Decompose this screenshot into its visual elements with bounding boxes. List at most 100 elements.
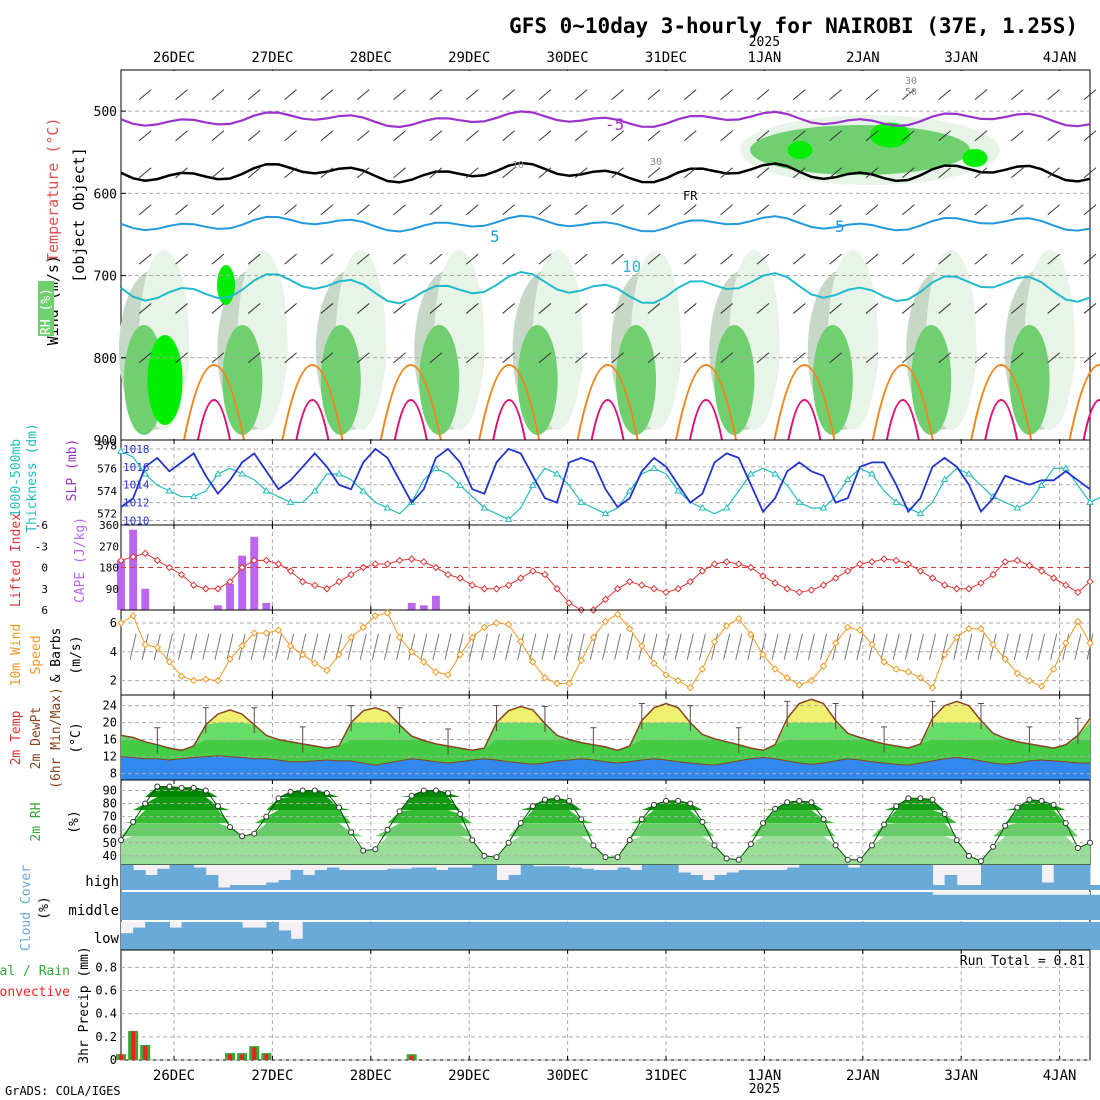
li-marker (359, 563, 367, 572)
cloud-bar-middle (726, 892, 740, 920)
rh-shade-70 (222, 325, 263, 435)
wind-barb (165, 633, 173, 660)
wind-barb (829, 89, 842, 101)
rh-marker (990, 843, 997, 850)
wind-speed-marker (904, 668, 913, 676)
li-tick-label: -3 (35, 540, 48, 553)
wind-barb (465, 204, 479, 216)
x-date-label-bottom: 30DEC (547, 1068, 589, 1084)
rh-marker (336, 804, 343, 811)
isotherm-line (120, 161, 1091, 184)
rh-shade-70 (750, 125, 970, 175)
thickness-marker (214, 470, 222, 477)
rh-marker (796, 797, 803, 804)
wind-barb (647, 253, 661, 265)
wind-barb (974, 130, 988, 142)
wind-barb (865, 89, 879, 101)
cloud-bar-middle (460, 892, 473, 920)
wind-barb (393, 253, 406, 265)
wind-speed-marker (262, 629, 271, 637)
wind-barb (247, 352, 261, 364)
wind-barb (974, 253, 988, 265)
cloud-bar-low (920, 922, 934, 950)
cloud-bar-middle (678, 892, 691, 920)
cape-panel: 90 180 270 360 -6 -3 0 3 6 (35, 519, 1094, 617)
slp-tick-label: 1018 (123, 443, 150, 456)
cloud-bar-low (1005, 922, 1018, 950)
cloud-bar-low (157, 922, 170, 950)
precip-label-total: Total / Rain (0, 964, 70, 979)
wind-barb (1083, 253, 1097, 265)
li-marker (953, 585, 961, 593)
cloud-bar-high (920, 865, 934, 890)
cloud-bar-low (690, 922, 703, 950)
cloud-bar-middle (871, 892, 885, 920)
cloud-bar-low (944, 922, 958, 950)
thickness-marker (577, 498, 586, 505)
wind-speed-marker (286, 642, 295, 650)
cloud-bar-low (484, 922, 497, 950)
wind-barb (1083, 352, 1097, 364)
precip-tick-label: 0.8 (95, 960, 117, 974)
x-date-label-top: 2JAN (846, 50, 880, 66)
wind-barb (262, 633, 270, 660)
precip-convective-bar (240, 1054, 245, 1060)
wind-barb (1074, 633, 1082, 660)
cloud-bar-high (884, 865, 897, 890)
rh-marker (941, 811, 948, 817)
precip-tick-label: 0 (110, 1053, 117, 1067)
cloud-bar-high (496, 880, 510, 890)
thickness-label-1: 1000-500mb (9, 439, 24, 517)
cloud-bar-high (871, 865, 885, 890)
cloud-bar-high (1017, 865, 1030, 890)
rh-marker (650, 801, 657, 808)
rh-marker (202, 787, 209, 794)
cloud-bar-middle (896, 892, 909, 920)
wind-barb (502, 352, 515, 364)
wind-barb (393, 130, 406, 142)
wind-barb (901, 130, 915, 142)
wind-barb (480, 633, 488, 660)
cloud-bar-middle (217, 892, 231, 920)
cape-bar (213, 605, 222, 610)
cloud-bar-middle (762, 892, 776, 920)
cloud-bar-middle (884, 892, 897, 920)
li-marker (626, 577, 634, 586)
li-marker (444, 570, 452, 579)
cloud-bar-low (423, 922, 437, 950)
wind-speed-marker (371, 612, 380, 620)
li-marker (541, 570, 549, 579)
cloud-bar-middle (569, 892, 582, 920)
pressure-tick-label: 700 (94, 270, 117, 285)
wind-speed-marker (747, 630, 755, 639)
cloud-bar-high (411, 867, 425, 890)
cloud-bar-low (217, 922, 231, 950)
cloud-bar-middle (254, 892, 267, 920)
thickness-marker (674, 487, 683, 494)
thickness-marker (238, 470, 247, 477)
cloud-bar-high (581, 868, 594, 890)
wind-tick-label: 6 (110, 616, 117, 630)
cloud-bar-high (666, 865, 679, 890)
wind-barb (938, 167, 951, 179)
wind-barb (1083, 130, 1097, 142)
wind-speed-marker (117, 619, 125, 627)
cloud-bar-low (1065, 922, 1079, 950)
cloud-bar-middle (702, 892, 716, 920)
precip-convective-bar (143, 1046, 148, 1060)
rh-marker (420, 787, 427, 794)
slp-tick-label: 1010 (123, 515, 150, 528)
wind-barb (175, 130, 188, 142)
li-marker (710, 560, 719, 568)
cloud-bar-middle (738, 892, 752, 920)
isotherm-20-lobe (295, 399, 330, 441)
rh-shade-70 (320, 325, 361, 435)
wind-barb (138, 167, 152, 179)
rh-marker (372, 846, 379, 853)
wind-barb (538, 303, 552, 314)
cloud-bar-high (254, 885, 267, 890)
li-marker (432, 563, 440, 572)
wind-speed-marker (831, 639, 840, 647)
isotherm-20-lobe (492, 399, 527, 441)
